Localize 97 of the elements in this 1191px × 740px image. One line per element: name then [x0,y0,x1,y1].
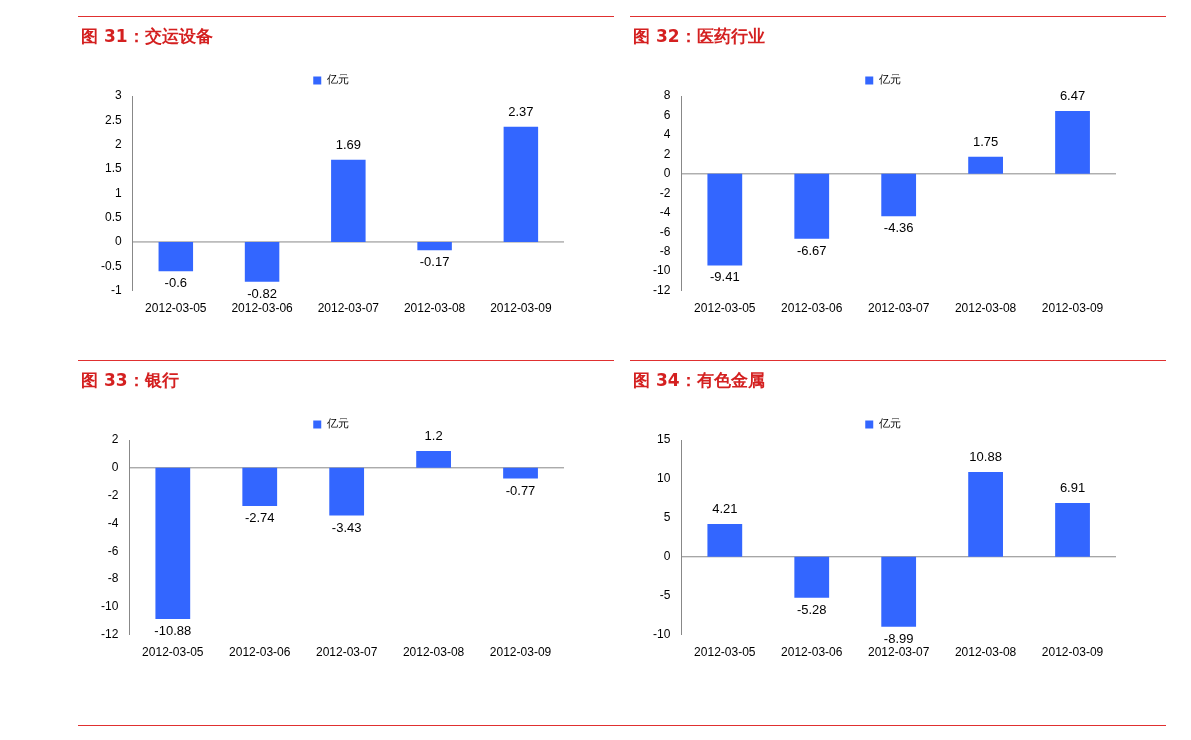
y-tick-label: 0 [663,166,671,181]
y-tick-label: -10 [653,626,671,641]
data-label: -2.74 [244,509,275,525]
y-tick-label: 8 [663,88,671,103]
bar [794,173,830,239]
y-tick-label: -4 [107,515,119,530]
data-label: -0.17 [419,254,450,270]
y-tick-label: 2 [663,146,671,161]
y-tick-label: 0 [663,549,671,564]
y-tick-label: 0 [114,234,122,249]
bar [707,523,743,557]
bar [968,472,1003,557]
bar [881,556,917,627]
bar [794,556,830,598]
chart-title: 图 33：银行 [81,369,180,392]
y-tick-label: -6 [659,224,671,239]
x-tick-label: 2012-03-05 [694,645,756,660]
bar [417,241,452,251]
data-label: -8.99 [883,630,914,646]
y-tick-label: -12 [101,626,119,641]
data-label: 1.75 [972,133,999,149]
x-tick-label: 2012-03-09 [489,645,552,660]
data-label: -9.41 [709,269,740,285]
chart-title: 图 32：医药行业 [633,25,766,48]
y-tick-label: 3 [114,88,122,103]
data-label: -0.82 [247,285,277,301]
data-label: -6.67 [796,242,827,258]
y-tick-label: -4 [659,205,671,220]
y-tick-label: 6 [663,107,671,122]
y-tick-label: -12 [653,282,671,297]
y-tick-label: 2.5 [104,112,122,127]
x-tick-label: 2012-03-07 [867,645,930,660]
x-tick-label: 2012-03-06 [229,645,291,660]
y-tick-label: -8 [107,571,119,586]
data-label: -0.77 [505,482,536,498]
data-label: -5.28 [796,601,827,617]
y-tick-label: -8 [659,243,671,258]
data-label: 2.37 [508,103,534,119]
y-tick-label: -10 [101,599,119,614]
x-tick-label: 2012-03-05 [145,301,207,316]
x-tick-label: 2012-03-09 [1041,645,1104,660]
x-tick-label: 2012-03-09 [490,301,552,316]
y-tick-label: 0.5 [104,209,122,224]
y-tick-label: 1 [114,185,122,200]
y-tick-label: 2 [114,136,122,151]
chart-title: 图 31：交运设备 [81,25,214,48]
x-tick-label: 2012-03-07 [867,301,930,316]
y-tick-label: -1 [111,282,122,297]
data-label: 10.88 [969,449,1002,465]
bar [331,159,366,242]
data-label: 4.21 [712,501,738,517]
y-tick-label: 1.5 [104,161,122,176]
y-tick-label: -2 [107,487,119,502]
legend-label: 亿元 [877,417,901,431]
y-tick-label: 15 [656,432,671,447]
x-tick-label: 2012-03-06 [231,301,294,316]
bar [968,156,1003,174]
y-tick-label: 10 [656,471,671,486]
y-tick-label: -6 [107,543,119,558]
data-label: -3.43 [331,519,362,535]
x-tick-label: 2012-03-08 [403,301,466,316]
bar [881,173,917,217]
y-tick-label: -10 [653,263,671,278]
y-tick-label: 5 [663,510,671,525]
data-label: -10.88 [154,623,192,639]
y-tick-label: 2 [111,432,119,447]
data-label: -0.6 [164,275,188,291]
bar [503,126,539,242]
x-tick-label: 2012-03-08 [954,301,1017,316]
data-label: 1.2 [424,428,443,444]
y-tick-label: 0 [111,460,119,475]
bar [244,241,280,282]
data-label: 6.47 [1059,87,1086,103]
x-tick-label: 2012-03-08 [402,645,465,660]
chart-title: 图 34：有色金属 [633,369,766,392]
legend-label: 亿元 [325,417,349,431]
data-label: 1.69 [335,136,361,152]
bar [1055,502,1090,557]
x-tick-label: 2012-03-07 [315,645,378,660]
x-tick-label: 2012-03-06 [781,301,843,316]
y-tick-label: -2 [659,185,671,200]
data-label: 6.91 [1059,480,1086,496]
x-tick-label: 2012-03-05 [142,645,204,660]
y-tick-label: -0.5 [100,258,122,273]
bar [1055,110,1090,174]
x-tick-label: 2012-03-07 [317,301,380,316]
y-tick-label: -5 [659,587,671,602]
y-tick-label: 4 [663,127,671,142]
data-label: -4.36 [883,220,914,236]
bar [158,241,194,272]
x-tick-label: 2012-03-09 [1041,301,1104,316]
legend-label: 亿元 [325,73,349,87]
legend-label: 亿元 [877,73,901,87]
x-tick-label: 2012-03-08 [954,645,1017,660]
bar [707,173,743,266]
x-tick-label: 2012-03-06 [781,645,843,660]
x-tick-label: 2012-03-05 [694,301,756,316]
